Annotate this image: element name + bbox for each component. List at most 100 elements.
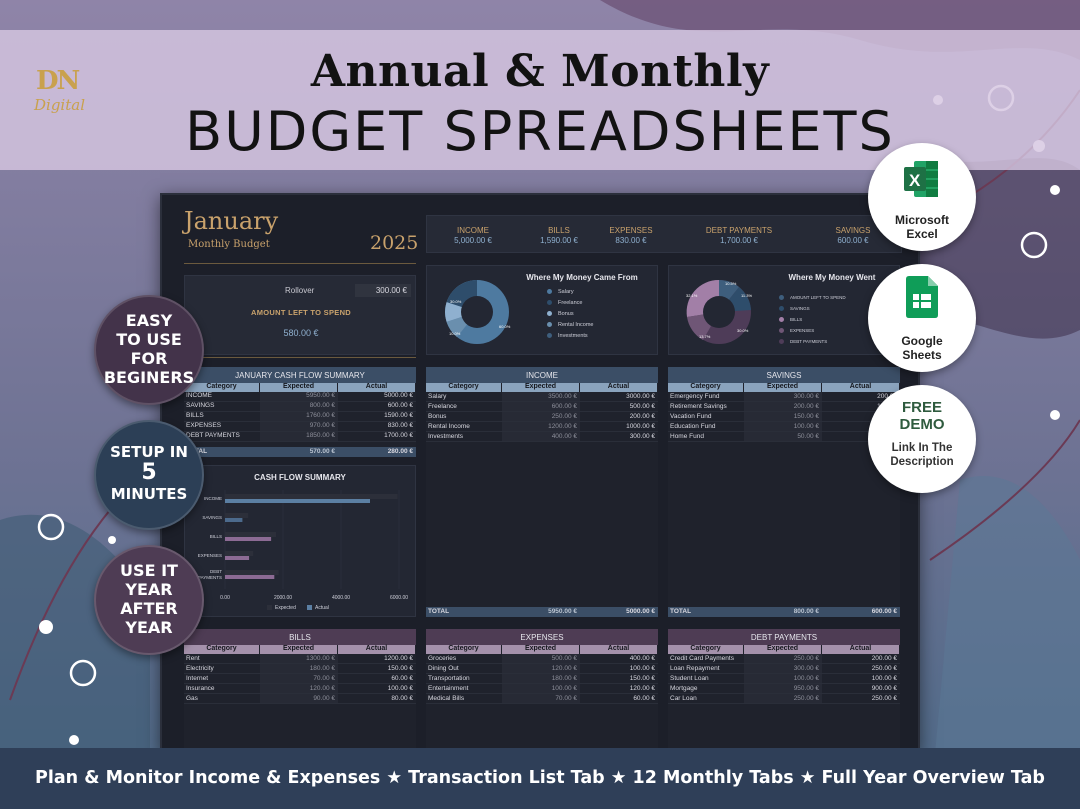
brand-logo: DN Digital: [32, 66, 112, 124]
cell-expected: 1760.00 €: [260, 412, 338, 421]
legend-swatch: [547, 300, 552, 305]
col-actual: Actual: [822, 383, 900, 392]
badge-line: USE IT: [120, 561, 178, 580]
cell-total-expected: 5950.00 €: [548, 608, 577, 615]
cashflow-bar-chart: 0.00 2000.00 4000.00 6000.00 INCOME SAVINGS BI…: [198, 490, 408, 611]
legend-swatch-expected: [267, 605, 272, 610]
cell-expected: 950.00 €: [744, 684, 822, 693]
legend-text: Freelance: [558, 299, 583, 306]
legend-label-expected: Expected: [275, 605, 296, 611]
cell-actual: 60.00 €: [391, 675, 413, 682]
cell-category: INCOME: [186, 392, 212, 399]
cell-category: Education Fund: [670, 423, 716, 430]
rollover-input[interactable]: 300.00 €: [355, 284, 411, 297]
sheets-label-line: Sheets: [902, 348, 942, 362]
income-donut-panel: Where My Money Came From 30.0% 10.0% 60.…: [426, 265, 658, 355]
summary-income: INCOME 5,000.00 €: [445, 226, 501, 245]
legend-item: EXPENSES: [779, 325, 846, 336]
legend-text: BILLS: [790, 317, 803, 322]
expenses-table: EXPENSES Category Expected Actual Grocer…: [426, 629, 658, 751]
bar-expected: [225, 532, 277, 537]
col-category: Category: [426, 383, 502, 392]
cell-actual: 200.00 €: [629, 413, 655, 420]
spending-donut-legend: AMOUNT LEFT TO SPEND SAVINGS BILLS EXPEN…: [779, 292, 846, 347]
cell-total-actual: 280.00 €: [387, 448, 413, 455]
x-tick-label: 0.00: [220, 595, 230, 601]
bills-col-header: Category Expected Actual: [184, 645, 416, 654]
summary-expenses-value: 830.00 €: [615, 236, 647, 245]
demo-line: FREE: [901, 399, 942, 416]
legend-text: DEBT PAYMENTS: [790, 339, 828, 344]
cell-actual: 3000.00 €: [626, 393, 655, 400]
rollover-divider: [184, 357, 416, 358]
cell-actual: 150.00 €: [387, 665, 413, 672]
legend-item: AMOUNT LEFT TO SPEND: [779, 292, 846, 303]
legend-item: SAVINGS: [779, 303, 846, 314]
donut-label-2: 10.0%: [449, 331, 461, 336]
table-row: Gas 90.00 € 80.00 €: [184, 694, 416, 704]
cell-actual: 600.00 €: [387, 402, 413, 409]
excel-badge: X Microsoft Excel: [868, 143, 976, 251]
donut-label-3: 60.0%: [499, 324, 511, 329]
y-category-label: SAVINGS: [202, 515, 222, 520]
badge-line: YEAR: [125, 618, 173, 637]
excel-icon: X: [904, 161, 938, 197]
donut-label-1: 30.0%: [450, 299, 462, 304]
excel-label-line: Excel: [906, 227, 938, 241]
legend-text: Rental Income: [558, 321, 594, 328]
sheets-label-line: Google: [901, 334, 943, 348]
cell-expected: 250.00 €: [744, 654, 822, 663]
footer-bar: Plan & Monitor Income & Expenses ★ Trans…: [0, 748, 1080, 809]
donut-label-3: 32.1%: [686, 293, 698, 298]
legend-swatch: [547, 322, 552, 327]
legend-swatch: [547, 333, 552, 338]
table-row: Groceries 500.00 € 400.00 €: [426, 654, 658, 664]
col-expected: Expected: [744, 383, 822, 392]
cell-actual: 900.00 €: [871, 685, 897, 692]
legend-item: Rental Income: [547, 319, 593, 330]
income-table: INCOME Category Expected Actual Salary 35…: [426, 367, 658, 617]
y-category-label: PAYMENTS: [198, 575, 222, 580]
summary-bills: BILLS 1,590.00 €: [531, 226, 587, 245]
table-row: DEBT PAYMENTS 1850.00 € 1700.00 €: [184, 432, 416, 442]
cell-expected: 3500.00 €: [502, 392, 580, 401]
cell-total-label: TOTAL: [670, 608, 692, 615]
cell-expected: 1300.00 €: [260, 654, 338, 663]
cell-category: Entertainment: [428, 685, 469, 692]
table-row: Insurance 120.00 € 100.00 €: [184, 684, 416, 694]
cell-actual: 500.00 €: [629, 403, 655, 410]
cell-expected: 120.00 €: [502, 664, 580, 673]
table-row: Loan Repayment 300.00 € 250.00 €: [668, 664, 900, 674]
cell-actual: 1590.00 €: [384, 412, 413, 419]
cell-total-actual: 600.00 €: [871, 608, 897, 615]
cashflow-table-title: JANUARY CASH FLOW SUMMARY: [184, 367, 416, 383]
bar-actual: [225, 518, 243, 522]
table-row: Internet 70.00 € 60.00 €: [184, 674, 416, 684]
debt-col-header: Category Expected Actual: [668, 645, 900, 654]
y-category-label: INCOME: [204, 496, 222, 501]
cell-total-actual: 5000.00 €: [626, 608, 655, 615]
title-line-1: Annual & Monthly: [310, 46, 770, 97]
cell-category: Rental Income: [428, 423, 470, 430]
cell-expected: 180.00 €: [502, 674, 580, 683]
table-row: Credit Card Payments 250.00 € 200.00 €: [668, 654, 900, 664]
badge-line: FOR: [130, 349, 168, 368]
cell-actual: 150.00 €: [629, 675, 655, 682]
col-expected: Expected: [744, 645, 822, 654]
summary-savings-label: SAVINGS: [835, 226, 871, 235]
cell-actual: 1200.00 €: [384, 655, 413, 662]
table-row: Electricity 180.00 € 150.00 €: [184, 664, 416, 674]
bar-actual: [225, 556, 250, 560]
cell-category: Internet: [186, 675, 209, 682]
spending-donut-chart: 10.5% 11.3% 32.1% 13.7% 30.0%: [686, 279, 752, 344]
badge-line: EASY: [125, 311, 173, 330]
free-demo-badge[interactable]: FREE DEMO Link In The Description: [868, 385, 976, 493]
y-category-label: BILLS: [210, 534, 222, 539]
table-row: Freelance 600.00 € 500.00 €: [426, 402, 658, 412]
summary-savings-value: 600.00 €: [837, 236, 869, 245]
summary-bills-value: 1,590.00 €: [540, 236, 578, 245]
cell-expected: 200.00 €: [744, 402, 822, 411]
bar-expected: [225, 570, 279, 575]
cell-total-label: TOTAL: [428, 608, 450, 615]
